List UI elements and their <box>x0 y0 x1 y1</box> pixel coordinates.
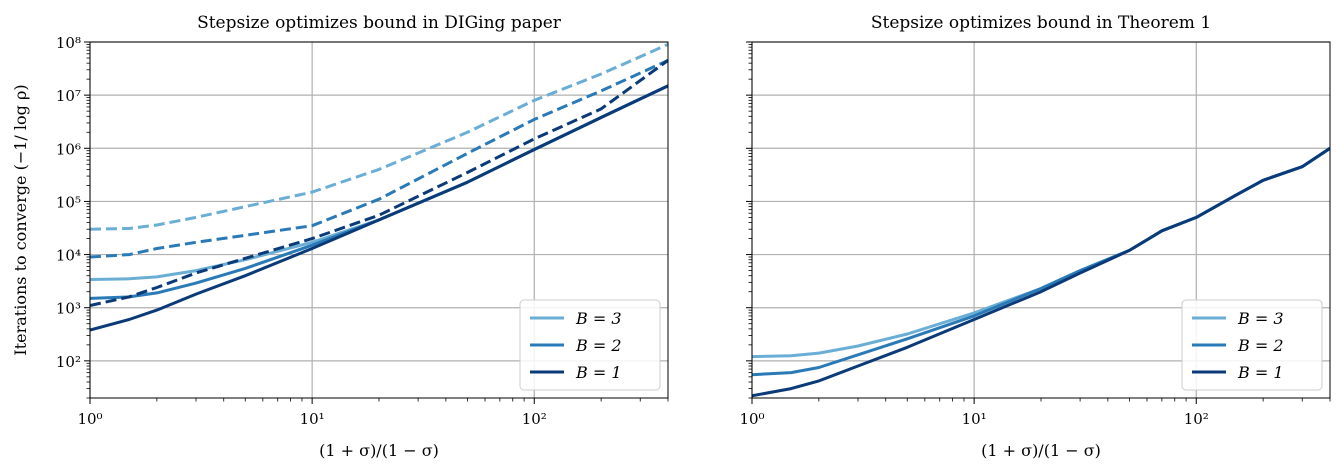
y-tick-label: 10⁸ <box>56 34 81 52</box>
chart-title: Stepsize optimizes bound in DIGing paper <box>197 13 562 33</box>
x-tick-label: 10² <box>1184 410 1209 428</box>
legend-label: B = 2 <box>575 336 622 355</box>
legend-box <box>1181 299 1323 391</box>
series-group <box>90 43 668 332</box>
y-tick-label: 10⁵ <box>56 193 81 211</box>
x-tick-label: 10¹ <box>962 410 987 428</box>
y-tick-label: 10⁷ <box>56 87 81 105</box>
legend-box <box>519 299 661 391</box>
x-tick-label: 10² <box>522 410 547 428</box>
dashed-series-line <box>90 59 668 307</box>
dashed-series-line <box>90 59 668 259</box>
x-tick-label: 10⁰ <box>77 410 102 428</box>
legend-label: B = 2 <box>1237 336 1284 355</box>
plot-frame <box>751 41 1331 399</box>
legend-label: B = 1 <box>575 363 622 382</box>
series-group <box>752 147 1330 398</box>
x-tick-label: 10¹ <box>300 410 325 428</box>
legend-label: B = 3 <box>575 309 622 328</box>
series-line-b=1 <box>752 147 1330 398</box>
y-axis-label: Iterations to converge (−1/ log ρ) <box>11 84 30 355</box>
x-axis-label: (1 + σ)/(1 − σ) <box>981 441 1101 460</box>
x-axis-label: (1 + σ)/(1 − σ) <box>319 441 439 460</box>
legend-label: B = 3 <box>1237 309 1284 328</box>
dashed-series-line <box>90 43 668 231</box>
chart-title: Stepsize optimizes bound in Theorem 1 <box>871 13 1211 33</box>
left-chart-panel: 10⁰ 10¹ 10² 10² 10³ 10⁴ 10⁵ 10⁶ 10⁷ 10⁸ Stepsize o… <box>11 13 669 460</box>
right-chart-panel: 10⁰ 10¹ 10² Stepsize optimizes bound in The… <box>739 13 1331 460</box>
plot-frame <box>89 41 669 399</box>
series-line-b=3 <box>90 84 668 281</box>
series-line-b=2 <box>90 84 668 300</box>
legend-label: B = 1 <box>1237 363 1284 382</box>
x-tick-label: 10⁰ <box>739 410 764 428</box>
y-tick-label: 10⁶ <box>56 140 81 158</box>
y-tick-label: 10³ <box>56 300 81 318</box>
y-tick-label: 10² <box>56 353 81 371</box>
series-line-b=1 <box>90 84 668 332</box>
y-tick-label: 10⁴ <box>56 247 81 265</box>
